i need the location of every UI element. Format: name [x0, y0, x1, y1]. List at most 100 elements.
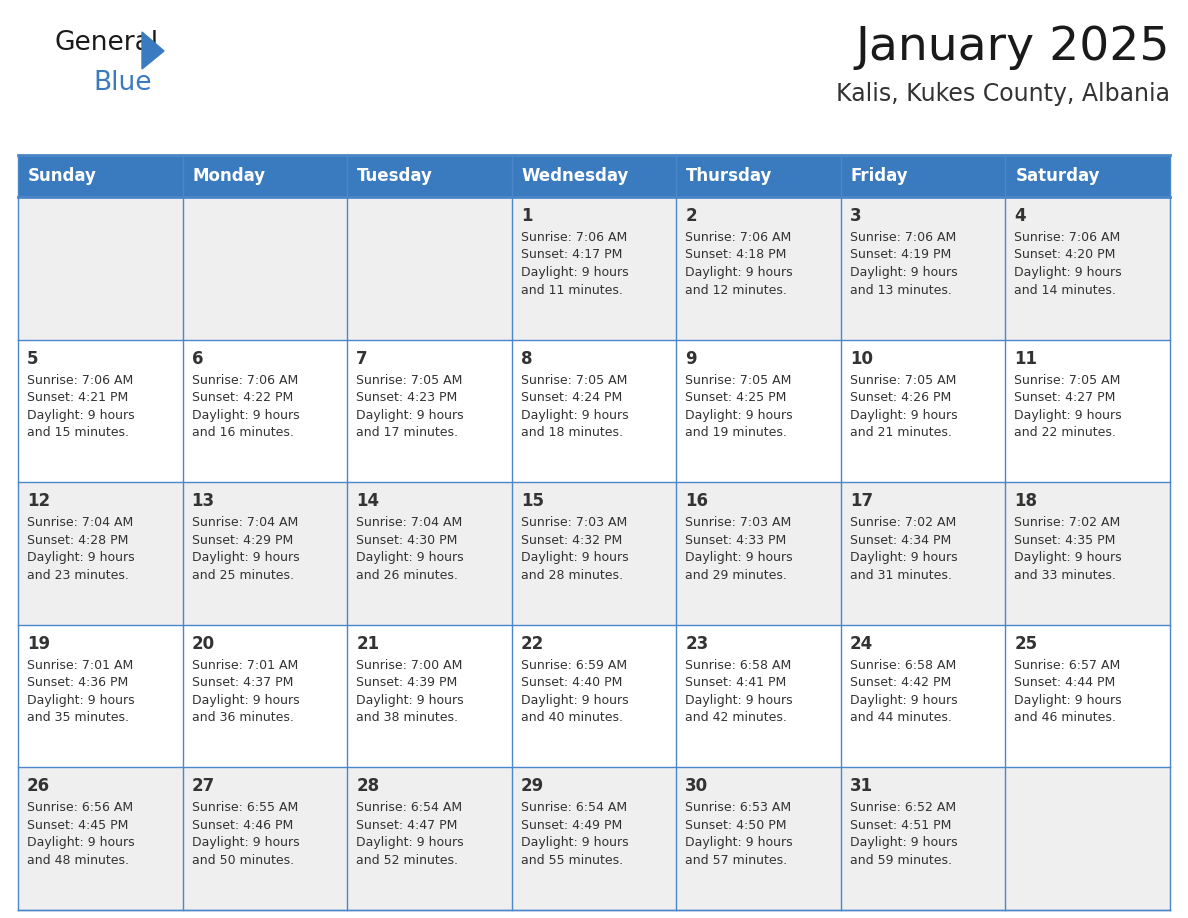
- Text: 18: 18: [1015, 492, 1037, 510]
- Text: and 35 minutes.: and 35 minutes.: [27, 711, 129, 724]
- Text: Sunrise: 7:03 AM: Sunrise: 7:03 AM: [520, 516, 627, 529]
- Text: and 22 minutes.: and 22 minutes.: [1015, 426, 1117, 439]
- Bar: [347, 767, 512, 910]
- Text: Sunrise: 7:00 AM: Sunrise: 7:00 AM: [356, 659, 462, 672]
- Bar: [676, 197, 841, 340]
- Bar: [347, 155, 512, 197]
- Text: and 29 minutes.: and 29 minutes.: [685, 568, 788, 582]
- Text: 24: 24: [849, 635, 873, 653]
- Text: 31: 31: [849, 778, 873, 795]
- Text: Sunrise: 7:06 AM: Sunrise: 7:06 AM: [520, 231, 627, 244]
- Text: General: General: [55, 30, 159, 56]
- Text: 25: 25: [1015, 635, 1037, 653]
- Text: Daylight: 9 hours: Daylight: 9 hours: [520, 266, 628, 279]
- Text: Daylight: 9 hours: Daylight: 9 hours: [520, 551, 628, 565]
- Text: Daylight: 9 hours: Daylight: 9 hours: [356, 551, 463, 565]
- Text: and 18 minutes.: and 18 minutes.: [520, 426, 623, 439]
- Text: Sunset: 4:24 PM: Sunset: 4:24 PM: [520, 391, 623, 404]
- Text: and 50 minutes.: and 50 minutes.: [191, 854, 293, 867]
- Text: Daylight: 9 hours: Daylight: 9 hours: [191, 836, 299, 849]
- Text: Sunset: 4:35 PM: Sunset: 4:35 PM: [1015, 533, 1116, 547]
- Bar: [676, 340, 841, 482]
- Text: and 12 minutes.: and 12 minutes.: [685, 284, 788, 297]
- Text: Sunrise: 7:05 AM: Sunrise: 7:05 AM: [1015, 374, 1120, 386]
- Bar: [18, 155, 183, 197]
- Text: and 26 minutes.: and 26 minutes.: [356, 568, 459, 582]
- Text: and 33 minutes.: and 33 minutes.: [1015, 568, 1117, 582]
- Text: and 57 minutes.: and 57 minutes.: [685, 854, 788, 867]
- Text: Daylight: 9 hours: Daylight: 9 hours: [685, 266, 792, 279]
- Text: Sunset: 4:47 PM: Sunset: 4:47 PM: [356, 819, 457, 832]
- Text: 10: 10: [849, 350, 873, 367]
- Bar: [1005, 625, 1170, 767]
- Bar: [1005, 767, 1170, 910]
- Text: Saturday: Saturday: [1016, 167, 1100, 185]
- Text: Thursday: Thursday: [687, 167, 772, 185]
- Text: Daylight: 9 hours: Daylight: 9 hours: [356, 409, 463, 421]
- Text: Sunrise: 6:53 AM: Sunrise: 6:53 AM: [685, 801, 791, 814]
- Bar: [18, 767, 183, 910]
- Bar: [347, 482, 512, 625]
- Bar: [841, 155, 1005, 197]
- Text: Sunset: 4:33 PM: Sunset: 4:33 PM: [685, 533, 786, 547]
- Bar: [841, 340, 1005, 482]
- Text: Daylight: 9 hours: Daylight: 9 hours: [849, 694, 958, 707]
- Text: Daylight: 9 hours: Daylight: 9 hours: [849, 836, 958, 849]
- Text: and 59 minutes.: and 59 minutes.: [849, 854, 952, 867]
- Text: 28: 28: [356, 778, 379, 795]
- Bar: [183, 482, 347, 625]
- Text: Daylight: 9 hours: Daylight: 9 hours: [356, 836, 463, 849]
- Text: 15: 15: [520, 492, 544, 510]
- Text: Sunrise: 6:56 AM: Sunrise: 6:56 AM: [27, 801, 133, 814]
- Bar: [347, 340, 512, 482]
- Text: Daylight: 9 hours: Daylight: 9 hours: [1015, 409, 1123, 421]
- Text: 30: 30: [685, 778, 708, 795]
- Bar: [1005, 340, 1170, 482]
- Text: Daylight: 9 hours: Daylight: 9 hours: [520, 836, 628, 849]
- Text: Sunset: 4:51 PM: Sunset: 4:51 PM: [849, 819, 952, 832]
- Text: Sunrise: 7:05 AM: Sunrise: 7:05 AM: [685, 374, 791, 386]
- Text: Sunset: 4:19 PM: Sunset: 4:19 PM: [849, 249, 952, 262]
- Text: Kalis, Kukes County, Albania: Kalis, Kukes County, Albania: [836, 82, 1170, 106]
- Bar: [841, 482, 1005, 625]
- Bar: [676, 767, 841, 910]
- Text: Sunrise: 7:06 AM: Sunrise: 7:06 AM: [849, 231, 956, 244]
- Bar: [18, 482, 183, 625]
- Bar: [183, 155, 347, 197]
- Text: Sunset: 4:36 PM: Sunset: 4:36 PM: [27, 677, 128, 689]
- Bar: [841, 625, 1005, 767]
- Text: Daylight: 9 hours: Daylight: 9 hours: [685, 836, 792, 849]
- Text: 21: 21: [356, 635, 379, 653]
- Text: 26: 26: [27, 778, 50, 795]
- Text: Sunrise: 7:01 AM: Sunrise: 7:01 AM: [191, 659, 298, 672]
- Text: 13: 13: [191, 492, 215, 510]
- Text: Sunrise: 7:06 AM: Sunrise: 7:06 AM: [1015, 231, 1120, 244]
- Bar: [676, 155, 841, 197]
- Text: and 19 minutes.: and 19 minutes.: [685, 426, 788, 439]
- Text: and 46 minutes.: and 46 minutes.: [1015, 711, 1117, 724]
- Text: and 40 minutes.: and 40 minutes.: [520, 711, 623, 724]
- Text: 22: 22: [520, 635, 544, 653]
- Text: Sunset: 4:39 PM: Sunset: 4:39 PM: [356, 677, 457, 689]
- Text: Sunrise: 6:58 AM: Sunrise: 6:58 AM: [685, 659, 791, 672]
- Text: Sunrise: 7:04 AM: Sunrise: 7:04 AM: [356, 516, 462, 529]
- Text: 19: 19: [27, 635, 50, 653]
- Text: Daylight: 9 hours: Daylight: 9 hours: [520, 409, 628, 421]
- Text: 20: 20: [191, 635, 215, 653]
- Text: Sunset: 4:17 PM: Sunset: 4:17 PM: [520, 249, 623, 262]
- Bar: [512, 767, 676, 910]
- Text: 4: 4: [1015, 207, 1026, 225]
- Text: and 48 minutes.: and 48 minutes.: [27, 854, 129, 867]
- Text: Friday: Friday: [851, 167, 909, 185]
- Text: 17: 17: [849, 492, 873, 510]
- Bar: [512, 625, 676, 767]
- Text: Sunrise: 7:01 AM: Sunrise: 7:01 AM: [27, 659, 133, 672]
- Text: and 23 minutes.: and 23 minutes.: [27, 568, 129, 582]
- Text: Sunset: 4:18 PM: Sunset: 4:18 PM: [685, 249, 786, 262]
- Bar: [18, 625, 183, 767]
- Text: 5: 5: [27, 350, 38, 367]
- Text: Sunset: 4:49 PM: Sunset: 4:49 PM: [520, 819, 623, 832]
- Text: and 11 minutes.: and 11 minutes.: [520, 284, 623, 297]
- Text: Sunset: 4:23 PM: Sunset: 4:23 PM: [356, 391, 457, 404]
- Text: Tuesday: Tuesday: [358, 167, 432, 185]
